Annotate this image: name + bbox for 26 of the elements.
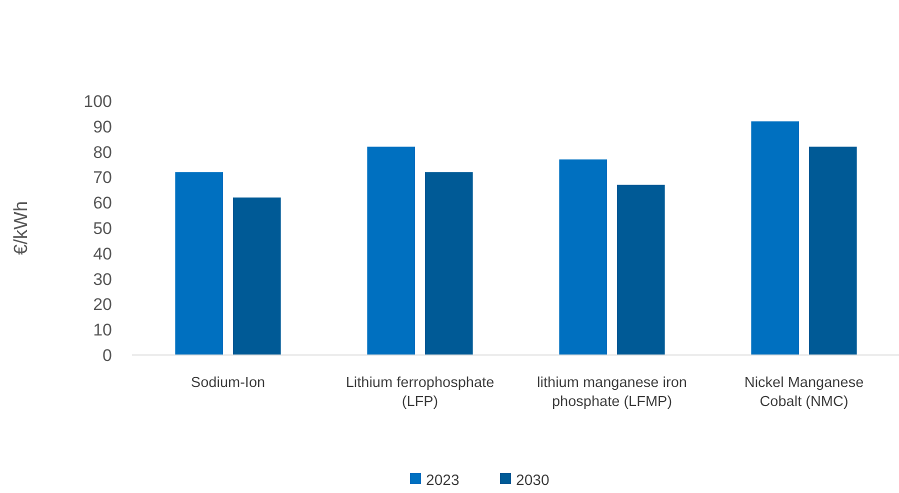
y-tick-label: 80 bbox=[93, 142, 112, 162]
y-tick-label: 100 bbox=[84, 92, 112, 111]
y-tick-label: 60 bbox=[93, 194, 112, 213]
bar bbox=[559, 159, 607, 355]
bar bbox=[617, 184, 665, 355]
x-tick-label: Lithium ferrophosphate (LFP) bbox=[346, 375, 494, 410]
y-tick-label: 70 bbox=[93, 168, 112, 188]
y-tick-label: 50 bbox=[93, 218, 112, 238]
y-tick-label: 0 bbox=[102, 346, 112, 365]
x-tick-label: Sodium-Ion bbox=[190, 375, 266, 391]
x-tick-label: Nickel Manganese Cobalt (NMC) bbox=[744, 375, 864, 410]
y-tick-label: 40 bbox=[93, 244, 112, 264]
x-tick-label: lithium manganese iron phosphate (LFMP) bbox=[537, 375, 687, 410]
y-axis-title: €/kWh bbox=[11, 201, 32, 255]
y-tick-label: 10 bbox=[93, 320, 112, 340]
bar bbox=[175, 172, 223, 355]
y-tick-label: 30 bbox=[93, 270, 112, 289]
bar bbox=[425, 172, 473, 355]
y-tick-label: 20 bbox=[93, 295, 112, 314]
bar bbox=[233, 198, 281, 355]
bar bbox=[367, 146, 415, 355]
legend-label: 2030 bbox=[516, 472, 550, 489]
bar bbox=[751, 121, 799, 355]
bar bbox=[809, 146, 857, 355]
legend-label: 2023 bbox=[426, 472, 460, 489]
y-tick-label: 90 bbox=[93, 117, 112, 136]
